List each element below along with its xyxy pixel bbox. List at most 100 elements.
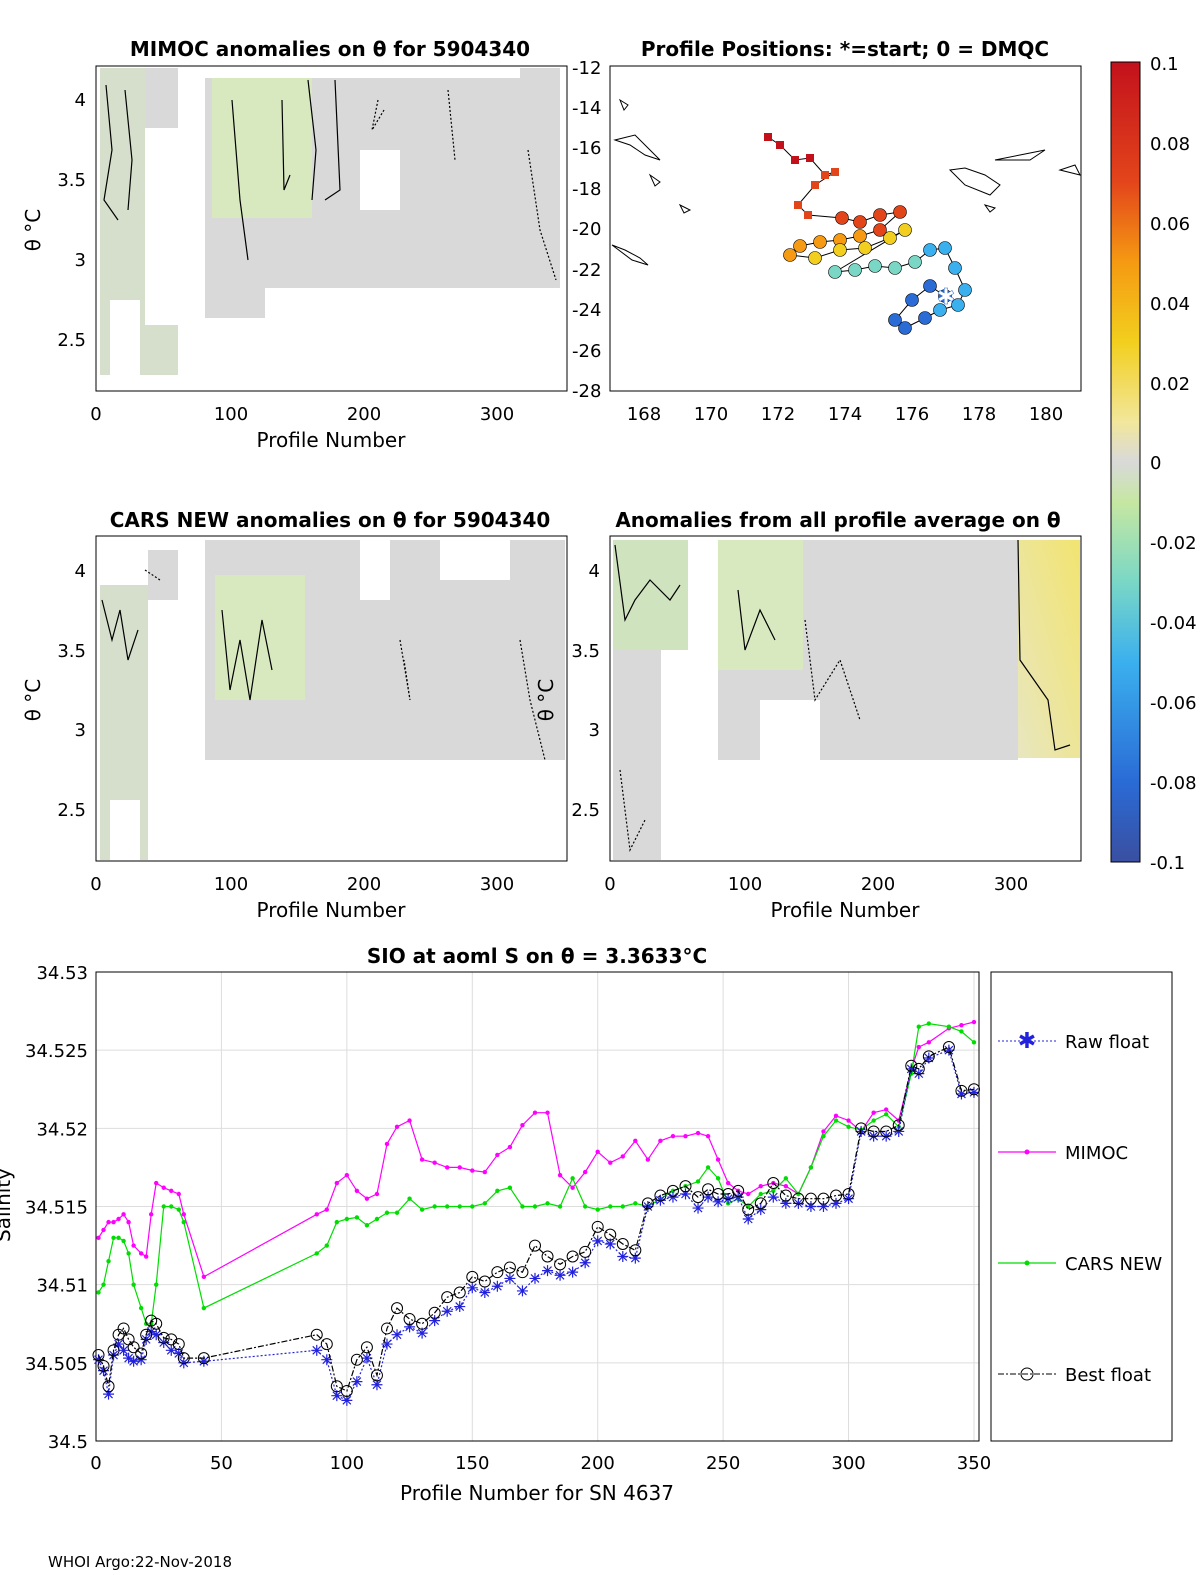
profile-average-anomaly-panel: Anomalies from all profile average on θ … bbox=[534, 508, 1082, 922]
data-point bbox=[670, 1133, 676, 1139]
salinity-xtick: 100 bbox=[330, 1453, 364, 1474]
data-point bbox=[680, 1188, 692, 1200]
profile-position bbox=[811, 181, 819, 189]
positions-xtick: 172 bbox=[761, 404, 795, 425]
salinity-ytick: 34.515 bbox=[25, 1198, 88, 1219]
data-point bbox=[959, 1022, 964, 1028]
data-point bbox=[354, 1188, 360, 1194]
salinity-title: SIO at aoml S on θ = 3.3633°C bbox=[367, 944, 707, 968]
data-point bbox=[604, 1228, 617, 1241]
data-point bbox=[96, 1290, 101, 1295]
profile-position bbox=[898, 223, 912, 237]
series-line-best-float bbox=[97, 1046, 975, 1392]
data-point bbox=[116, 1216, 121, 1222]
data-point bbox=[554, 1269, 566, 1281]
data-point bbox=[126, 1251, 131, 1256]
profile-position bbox=[764, 133, 772, 141]
positions-ytick: -26 bbox=[572, 341, 601, 362]
data-point bbox=[758, 1183, 763, 1189]
average-ylabel: θ °C bbox=[534, 679, 558, 722]
salinity-xtick: 200 bbox=[581, 1453, 615, 1474]
salinity-xtick: 150 bbox=[455, 1453, 489, 1474]
cars-contours bbox=[101, 569, 546, 761]
data-point bbox=[967, 1083, 980, 1096]
data-point bbox=[821, 1129, 826, 1134]
data-point bbox=[566, 1250, 579, 1263]
data-point bbox=[165, 1344, 177, 1356]
data-point bbox=[670, 1188, 676, 1194]
data-point bbox=[654, 1189, 667, 1202]
data-point bbox=[453, 1286, 466, 1299]
legend-label: Best float bbox=[1065, 1365, 1151, 1386]
data-point bbox=[679, 1180, 692, 1193]
data-point bbox=[542, 1265, 554, 1277]
data-point bbox=[101, 1282, 106, 1287]
data-point bbox=[131, 1243, 136, 1248]
data-point bbox=[466, 1270, 479, 1283]
data-point bbox=[742, 1213, 754, 1225]
cars-xtick: 200 bbox=[347, 874, 381, 895]
data-point bbox=[833, 1118, 839, 1123]
data-point bbox=[117, 1322, 130, 1335]
legend-box bbox=[990, 971, 1173, 1442]
profile-position bbox=[791, 156, 799, 164]
colorbar-tick: 0.08 bbox=[1150, 134, 1190, 155]
data-point bbox=[176, 1191, 181, 1197]
mimoc-contours bbox=[103, 79, 557, 281]
data-point bbox=[783, 1183, 789, 1189]
data-point bbox=[93, 1354, 105, 1366]
colorbar-tick: -0.1 bbox=[1150, 853, 1185, 874]
positions-yticks: -12 -14 -16 -18 -20 -22 -24 -26 -28 bbox=[572, 58, 601, 402]
profile-position bbox=[806, 154, 814, 162]
data-point bbox=[135, 1354, 147, 1366]
data-point bbox=[880, 1125, 893, 1138]
data-point bbox=[371, 1379, 383, 1391]
data-point bbox=[746, 1191, 751, 1197]
data-point bbox=[608, 1160, 613, 1165]
profile-position bbox=[783, 248, 797, 262]
data-point bbox=[503, 1261, 516, 1274]
cars-ylabel: θ °C bbox=[21, 679, 45, 722]
data-point bbox=[715, 1176, 721, 1181]
colorbar-tick: 0 bbox=[1150, 453, 1161, 474]
profile-position bbox=[923, 279, 937, 293]
data-point bbox=[320, 1338, 333, 1351]
data-point bbox=[407, 1196, 412, 1201]
data-point bbox=[971, 1040, 977, 1045]
data-point bbox=[201, 1305, 207, 1311]
profile-position bbox=[793, 239, 807, 253]
mimoc-anomaly-field bbox=[100, 68, 560, 375]
average-xtick: 0 bbox=[604, 874, 615, 895]
data-point bbox=[314, 1251, 319, 1256]
data-point bbox=[495, 1188, 500, 1194]
data-point bbox=[470, 1204, 475, 1209]
salinity-ytick: 34.53 bbox=[36, 963, 88, 984]
data-point bbox=[444, 1204, 450, 1209]
data-point bbox=[545, 1201, 550, 1206]
data-point bbox=[529, 1272, 541, 1284]
data-point bbox=[880, 1130, 892, 1142]
data-point bbox=[394, 1124, 400, 1129]
mimoc-ytick: 3 bbox=[75, 250, 86, 271]
salinity-xtick: 50 bbox=[210, 1453, 233, 1474]
mimoc-yticks: 4 3.5 3 2.5 bbox=[57, 90, 86, 351]
data-point bbox=[143, 1254, 149, 1259]
colorbar: 0.1 0.08 0.06 0.04 0.02 0 -0.02 -0.04 -0… bbox=[1110, 54, 1197, 874]
mimoc-xticks: 0 100 200 300 bbox=[90, 404, 514, 425]
data-point bbox=[507, 1144, 513, 1150]
data-point bbox=[116, 1235, 121, 1240]
legend-label: Raw float bbox=[1065, 1032, 1149, 1053]
data-point bbox=[429, 1315, 441, 1327]
profile-position bbox=[938, 289, 952, 303]
data-point bbox=[641, 1197, 654, 1210]
data-point bbox=[516, 1266, 529, 1279]
data-point bbox=[113, 1338, 125, 1350]
average-xlabel: Profile Number bbox=[771, 898, 921, 922]
data-point bbox=[138, 1305, 144, 1311]
data-point bbox=[96, 1235, 101, 1240]
cars-anomaly-panel: CARS NEW anomalies on θ for 5904340 4 3.… bbox=[21, 508, 568, 922]
data-point bbox=[830, 1189, 843, 1202]
legend-entry-best-float: Best float bbox=[998, 1365, 1151, 1386]
data-point bbox=[157, 1331, 170, 1344]
data-point bbox=[111, 1235, 116, 1240]
